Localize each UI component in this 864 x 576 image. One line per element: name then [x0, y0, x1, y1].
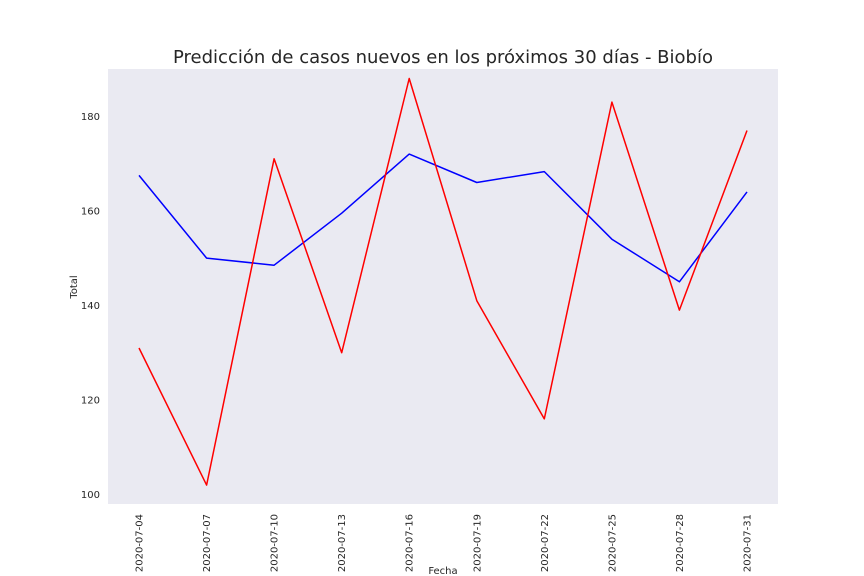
x-tick-label: 2020-07-22 — [540, 514, 551, 572]
red-series-line — [138, 77, 748, 486]
x-tick-label: 2020-07-07 — [202, 514, 213, 572]
series-group — [138, 77, 748, 486]
x-axis-ticks: 2020-07-04 2020-07-07 2020-07-10 2020-07-13… — [135, 514, 754, 572]
x-axis-label: Fecha — [428, 566, 457, 576]
y-axis-label: Total — [69, 275, 80, 299]
y-tick-label: 180 — [81, 112, 100, 123]
chart-title: Predicción de casos nuevos en los próxim… — [173, 47, 713, 68]
y-tick-label: 100 — [81, 490, 100, 501]
x-tick-label: 2020-07-28 — [675, 514, 686, 572]
blue-series-line — [138, 153, 748, 283]
x-tick-label: 2020-07-04 — [135, 514, 146, 572]
x-tick-label: 2020-07-31 — [743, 514, 754, 572]
y-tick-label: 160 — [81, 206, 100, 217]
y-tick-label: 140 — [81, 301, 100, 312]
x-tick-label: 2020-07-25 — [607, 514, 618, 572]
x-tick-label: 2020-07-10 — [270, 514, 281, 572]
plot-area — [108, 69, 778, 504]
y-axis-ticks: 100 120 140 160 180 — [81, 112, 100, 501]
x-tick-label: 2020-07-16 — [405, 514, 416, 572]
x-tick-label: 2020-07-19 — [472, 514, 483, 572]
x-tick-label: 2020-07-13 — [337, 514, 348, 572]
y-tick-label: 120 — [81, 395, 100, 406]
